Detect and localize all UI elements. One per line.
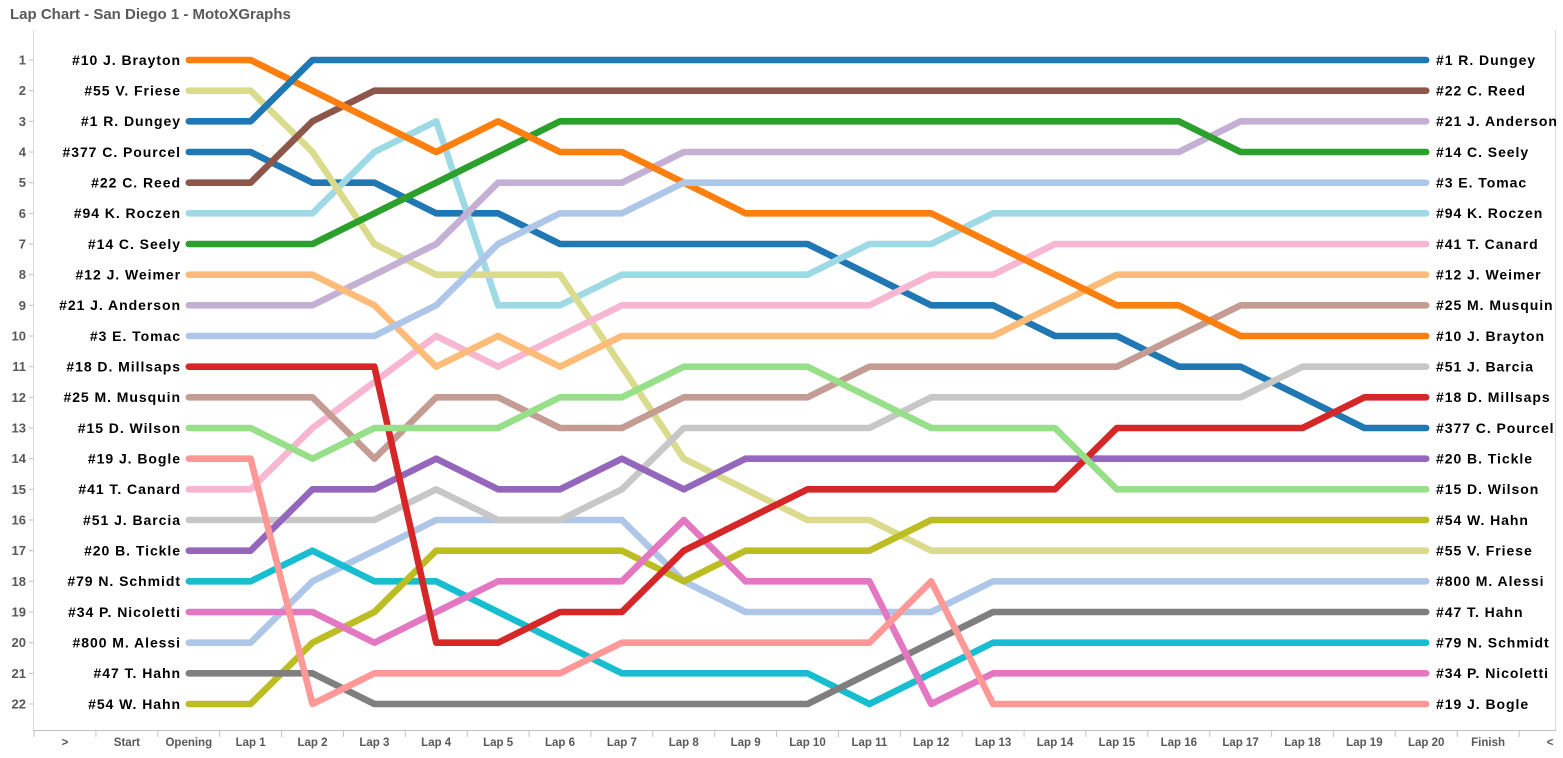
svg-text:Finish: Finish (1471, 737, 1505, 749)
svg-text:#15 D. Wilson: #15 D. Wilson (1436, 481, 1539, 497)
svg-text:Lap 13: Lap 13 (975, 737, 1011, 749)
svg-text:#377 C. Pourcel: #377 C. Pourcel (1436, 420, 1555, 436)
svg-text:#12 J. Weimer: #12 J. Weimer (76, 267, 181, 283)
svg-text:>: > (62, 737, 69, 749)
svg-text:3: 3 (19, 114, 26, 129)
svg-text:Lap 15: Lap 15 (1099, 737, 1136, 749)
svg-text:15: 15 (12, 482, 26, 497)
svg-text:#20 B. Tickle: #20 B. Tickle (84, 543, 181, 559)
svg-text:#79 N. Schmidt: #79 N. Schmidt (67, 573, 181, 589)
svg-text:#14 C. Seely: #14 C. Seely (88, 236, 181, 252)
svg-text:#18 D. Millsaps: #18 D. Millsaps (1436, 389, 1551, 405)
svg-text:13: 13 (12, 421, 26, 436)
svg-text:#94 K. Roczen: #94 K. Roczen (74, 205, 181, 221)
svg-text:#51 J. Barcia: #51 J. Barcia (1436, 359, 1534, 375)
svg-text:#1 R. Dungey: #1 R. Dungey (1436, 52, 1536, 68)
svg-text:16: 16 (12, 513, 26, 528)
svg-text:17: 17 (12, 543, 26, 558)
svg-text:21: 21 (12, 666, 26, 681)
svg-text:Lap 8: Lap 8 (669, 737, 700, 749)
svg-text:Lap 16: Lap 16 (1161, 737, 1197, 749)
svg-text:#18 D. Millsaps: #18 D. Millsaps (66, 359, 181, 375)
svg-text:#3 E. Tomac: #3 E. Tomac (1436, 175, 1527, 191)
svg-text:Start: Start (114, 737, 140, 749)
svg-text:Lap 20: Lap 20 (1408, 737, 1444, 749)
svg-text:#800 M. Alessi: #800 M. Alessi (1436, 573, 1545, 589)
svg-text:11: 11 (12, 359, 26, 374)
svg-text:Lap 10: Lap 10 (789, 737, 825, 749)
svg-text:#1 R. Dungey: #1 R. Dungey (81, 113, 181, 129)
svg-text:#377 C. Pourcel: #377 C. Pourcel (62, 144, 181, 160)
svg-text:10: 10 (12, 329, 26, 344)
svg-text:#19 J. Bogle: #19 J. Bogle (1436, 696, 1529, 712)
svg-text:#54 W. Hahn: #54 W. Hahn (1436, 512, 1529, 528)
svg-text:Lap 12: Lap 12 (913, 737, 949, 749)
svg-text:#79 N. Schmidt: #79 N. Schmidt (1436, 635, 1550, 651)
svg-text:#22 C. Reed: #22 C. Reed (91, 175, 181, 191)
svg-text:19: 19 (12, 605, 26, 620)
svg-text:Lap Chart - San Diego 1 - Moto: Lap Chart - San Diego 1 - MotoXGraphs (10, 6, 291, 23)
svg-text:Lap 4: Lap 4 (421, 737, 452, 749)
svg-text:#3 E. Tomac: #3 E. Tomac (90, 328, 181, 344)
svg-text:Lap 5: Lap 5 (483, 737, 514, 749)
svg-text:#47 T. Hahn: #47 T. Hahn (94, 665, 181, 681)
svg-text:Lap 9: Lap 9 (731, 737, 761, 749)
svg-text:Lap 1: Lap 1 (236, 737, 267, 749)
svg-text:20: 20 (12, 635, 26, 650)
svg-text:#10 J. Brayton: #10 J. Brayton (72, 52, 181, 68)
svg-text:#55 V. Friese: #55 V. Friese (1436, 543, 1533, 559)
svg-text:#51 J. Barcia: #51 J. Barcia (83, 512, 181, 528)
svg-text:#54 W. Hahn: #54 W. Hahn (88, 696, 181, 712)
svg-text:Lap 14: Lap 14 (1037, 737, 1074, 749)
svg-text:#800 M. Alessi: #800 M. Alessi (72, 635, 181, 651)
svg-text:18: 18 (12, 574, 26, 589)
svg-text:5: 5 (19, 175, 26, 190)
svg-text:#25 M. Musquin: #25 M. Musquin (1436, 297, 1554, 313)
svg-text:#47 T. Hahn: #47 T. Hahn (1436, 604, 1523, 620)
svg-text:6: 6 (19, 206, 26, 221)
svg-text:#19 J. Bogle: #19 J. Bogle (88, 451, 181, 467)
svg-text:Lap 11: Lap 11 (851, 737, 887, 749)
svg-text:#20 B. Tickle: #20 B. Tickle (1436, 451, 1533, 467)
svg-text:#41 T. Canard: #41 T. Canard (1436, 236, 1539, 252)
svg-text:8: 8 (19, 267, 26, 282)
svg-text:#15 D. Wilson: #15 D. Wilson (78, 420, 181, 436)
svg-text:#25 M. Musquin: #25 M. Musquin (63, 389, 181, 405)
svg-text:7: 7 (19, 237, 26, 252)
svg-text:Lap 18: Lap 18 (1284, 737, 1321, 749)
svg-text:14: 14 (12, 451, 27, 466)
svg-text:#94 K. Roczen: #94 K. Roczen (1436, 205, 1543, 221)
svg-text:#55 V. Friese: #55 V. Friese (84, 83, 181, 99)
svg-text:#12 J. Weimer: #12 J. Weimer (1436, 267, 1541, 283)
svg-text:#34 P. Nicoletti: #34 P. Nicoletti (1436, 665, 1549, 681)
svg-text:22: 22 (12, 697, 26, 712)
svg-text:2: 2 (19, 83, 26, 98)
svg-text:<: < (1547, 737, 1554, 749)
svg-text:#21 J. Anderson: #21 J. Anderson (59, 297, 181, 313)
svg-text:#41 T. Canard: #41 T. Canard (78, 481, 181, 497)
svg-text:Lap 3: Lap 3 (359, 737, 389, 749)
svg-text:#21 J. Anderson: #21 J. Anderson (1436, 113, 1558, 129)
svg-text:Lap 2: Lap 2 (297, 737, 327, 749)
svg-text:#10 J. Brayton: #10 J. Brayton (1436, 328, 1545, 344)
svg-text:Lap 6: Lap 6 (545, 737, 575, 749)
svg-text:9: 9 (19, 298, 26, 313)
svg-text:Lap 7: Lap 7 (607, 737, 637, 749)
svg-text:Lap 19: Lap 19 (1346, 737, 1382, 749)
svg-text:#34 P. Nicoletti: #34 P. Nicoletti (68, 604, 181, 620)
svg-text:4: 4 (19, 145, 27, 160)
svg-text:Lap 17: Lap 17 (1222, 737, 1258, 749)
svg-text:1: 1 (19, 53, 26, 68)
svg-text:Opening: Opening (165, 737, 212, 749)
svg-text:#22 C. Reed: #22 C. Reed (1436, 83, 1526, 99)
svg-text:#14 C. Seely: #14 C. Seely (1436, 144, 1529, 160)
svg-text:12: 12 (12, 390, 26, 405)
